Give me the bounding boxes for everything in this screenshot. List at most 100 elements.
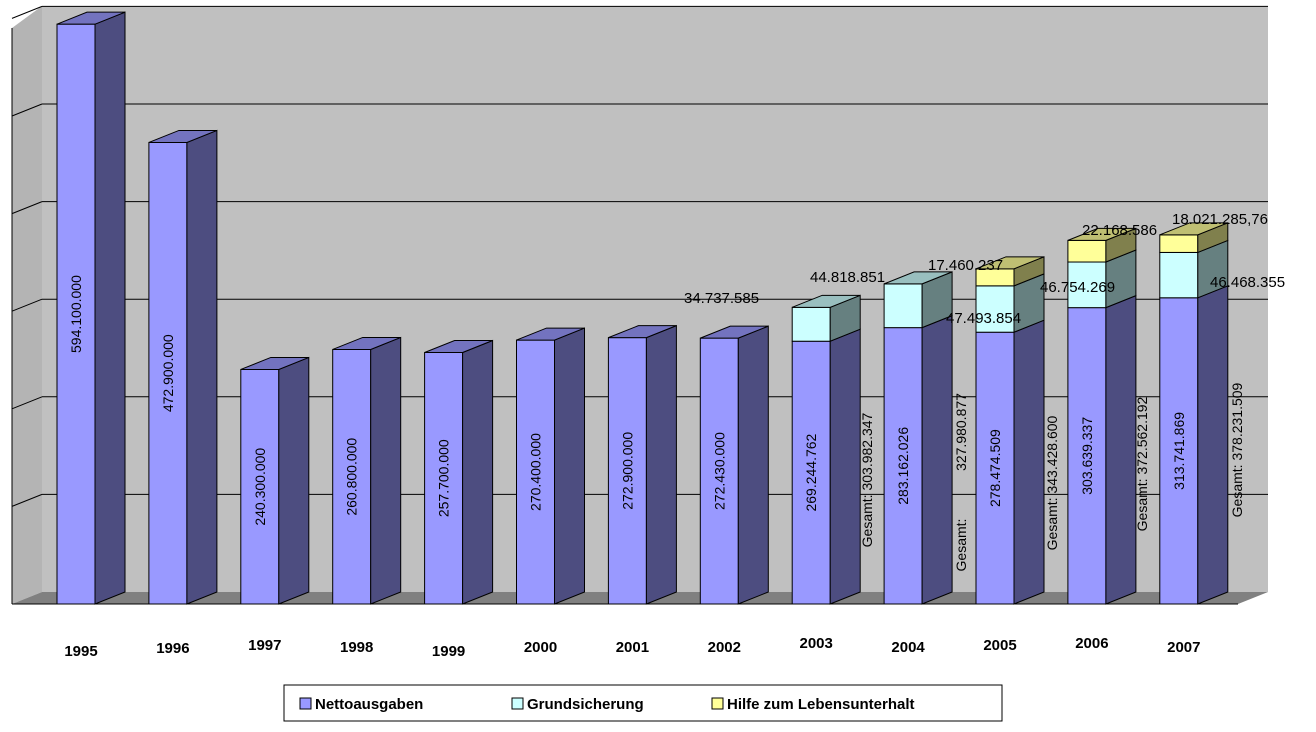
x-tick-label-2001: 2001 [616, 639, 649, 656]
bar-group-2002 [699, 325, 769, 605]
data-label-nettoausgaben-2004: 283.162.026 [895, 427, 911, 505]
x-tick-label-1995: 1995 [64, 643, 97, 660]
bar-group-1999 [424, 339, 494, 605]
bar-nettoausgaben-1999 [424, 351, 464, 605]
bar-nettoausgaben-2000 [516, 339, 555, 605]
data-label-nettoausgaben-2001: 272.900.000 [619, 432, 635, 510]
bar-nettoausgaben-1998-side [370, 336, 402, 605]
bar-hilfe-zum-lebensunterhalt-2007 [1159, 234, 1199, 253]
x-tick-label-2004: 2004 [891, 639, 925, 656]
data-label-nettoausgaben-1998: 260.800.000 [344, 438, 360, 516]
x-tick-label-1996: 1996 [156, 640, 189, 657]
data-label-nettoausgaben-2000: 270.400.000 [528, 433, 544, 511]
bar-nettoausgaben-2005-side [1013, 319, 1045, 605]
bar-nettoausgaben-1995-side [94, 11, 126, 605]
bar-group-1995 [56, 11, 126, 605]
gridline-side [11, 201, 43, 215]
bar-group-1997 [240, 356, 310, 605]
bar-top-1998 [332, 336, 401, 350]
gridline-side [11, 298, 43, 312]
data-label-grundsicherung-2003: 34.737.585 [684, 290, 759, 307]
bar-nettoausgaben-2007 [1159, 297, 1199, 605]
x-tick-label-2006: 2006 [1075, 635, 1108, 652]
bar-grundsicherung-2003 [791, 306, 831, 342]
bar-nettoausgaben-2007-side [1197, 285, 1229, 605]
data-label-grundsicherung-2004: 44.818.851 [810, 269, 885, 286]
bar-nettoausgaben-1999-side [462, 339, 494, 605]
bar-top-1995 [56, 11, 126, 25]
data-label-nettoausgaben-2006: 303.639.337 [1079, 417, 1095, 495]
bar-top-2003 [792, 294, 861, 308]
total-label-2004: 327.980.877 [953, 393, 969, 471]
data-label-nettoausgaben-2007: 313.741.869 [1171, 412, 1187, 490]
total-label-2006: Gesamt: 343.428.600 [1044, 415, 1060, 550]
bar-group-2005 [975, 256, 1045, 605]
bar-hilfe-zum-lebensunterhalt-2006 [1067, 239, 1107, 263]
x-tick-label-2005: 2005 [983, 637, 1016, 654]
data-label-grundsicherung-2005: 47.493.854 [946, 310, 1021, 327]
gridline-side [11, 396, 43, 410]
data-label-hilfe-2005: 17.460.237 [928, 257, 1003, 274]
x-tick-label-2007: 2007 [1167, 639, 1200, 656]
x-tick-label-2003: 2003 [800, 635, 833, 652]
bar-group-2007 [1159, 222, 1229, 605]
bar-top-2004 [883, 271, 953, 285]
bar-top-2000 [516, 327, 585, 341]
bar-top-1997 [240, 356, 309, 370]
data-label-nettoausgaben-1995: 594.100.000 [68, 275, 84, 353]
bar-nettoausgaben-1997-side [278, 356, 310, 605]
legend-label-grundsicherung: Grundsicherung [527, 696, 644, 713]
bar-nettoausgaben-1996 [148, 141, 188, 605]
data-label-nettoausgaben-2005: 278.474.509 [987, 429, 1003, 507]
bar-nettoausgaben-2000-side [554, 327, 585, 605]
bar-top-1999 [424, 339, 493, 353]
legend-label-hilfe-zum-lebensunterhalt: Hilfe zum Lebensunterhalt [727, 696, 915, 713]
bar-nettoausgaben-2003-side [829, 328, 861, 605]
bar-grundsicherung-2004 [883, 283, 923, 329]
x-tick-label-2000: 2000 [524, 639, 557, 656]
bar-nettoausgaben-2001-side [645, 324, 677, 605]
bar-top-2007 [1159, 222, 1228, 236]
bar-group-1998 [332, 336, 402, 605]
x-tick-label-2002: 2002 [708, 639, 741, 656]
data-label-grundsicherung-2006: 46.754.269 [1040, 279, 1115, 296]
data-label-nettoausgaben-1999: 257.700.000 [436, 439, 452, 517]
x-tick-label-1997: 1997 [248, 637, 281, 654]
legend-box [283, 684, 1003, 722]
bar-group-2006 [1067, 227, 1137, 605]
bar-group-2001 [607, 324, 677, 605]
data-label-nettoausgaben-2002: 272.430.000 [711, 432, 727, 510]
data-label-nettoausgaben-1997: 240.300.000 [252, 448, 268, 526]
legend-swatch-nettoausgaben [299, 697, 312, 710]
data-label-hilfe-2006: 22.168.586 [1082, 222, 1157, 239]
total-label-2005: Gesamt: [953, 519, 969, 572]
bar-nettoausgaben-1996-side [186, 129, 218, 605]
gridline-side [11, 5, 43, 19]
data-label-nettoausgaben-2003: 269.244.762 [803, 433, 819, 511]
bar-nettoausgaben-2002 [699, 337, 739, 605]
bar-group-2004 [883, 271, 953, 605]
gridline-side [11, 493, 43, 507]
data-label-nettoausgaben-1996: 472.900.000 [160, 334, 176, 412]
bar-top-2002 [700, 325, 769, 339]
total-label-2007: Gesamt: 372.562.192 [1134, 396, 1150, 531]
bar-nettoausgaben-2004-side [921, 314, 953, 605]
bar-top-2001 [608, 325, 677, 339]
legend-swatch-hilfe-zum-lebensunterhalt [711, 697, 724, 710]
bar-nettoausgaben-2006-side [1105, 294, 1137, 605]
bar-top-2006 [1067, 227, 1137, 241]
legend-label-nettoausgaben: Nettoausgaben [315, 696, 423, 713]
legend: Nettoausgaben Grundsicherung Hilfe zum Leb… [283, 684, 1003, 722]
x-tick-label-1999: 1999 [432, 643, 465, 660]
data-label-grundsicherung-2007: 46.468.355 [1210, 274, 1285, 291]
total-label-2003: Gesamt: 303.982.347 [859, 412, 875, 547]
bar-group-2000 [516, 327, 585, 605]
legend-swatch-grundsicherung [511, 697, 524, 710]
total-label-2007: Gesamt: 378.231.509 [1229, 382, 1245, 517]
gridline-side [11, 103, 43, 117]
bar-nettoausgaben-2002-side [737, 325, 769, 605]
bar-group-1996 [148, 129, 218, 605]
bar-top-2005 [975, 256, 1045, 270]
